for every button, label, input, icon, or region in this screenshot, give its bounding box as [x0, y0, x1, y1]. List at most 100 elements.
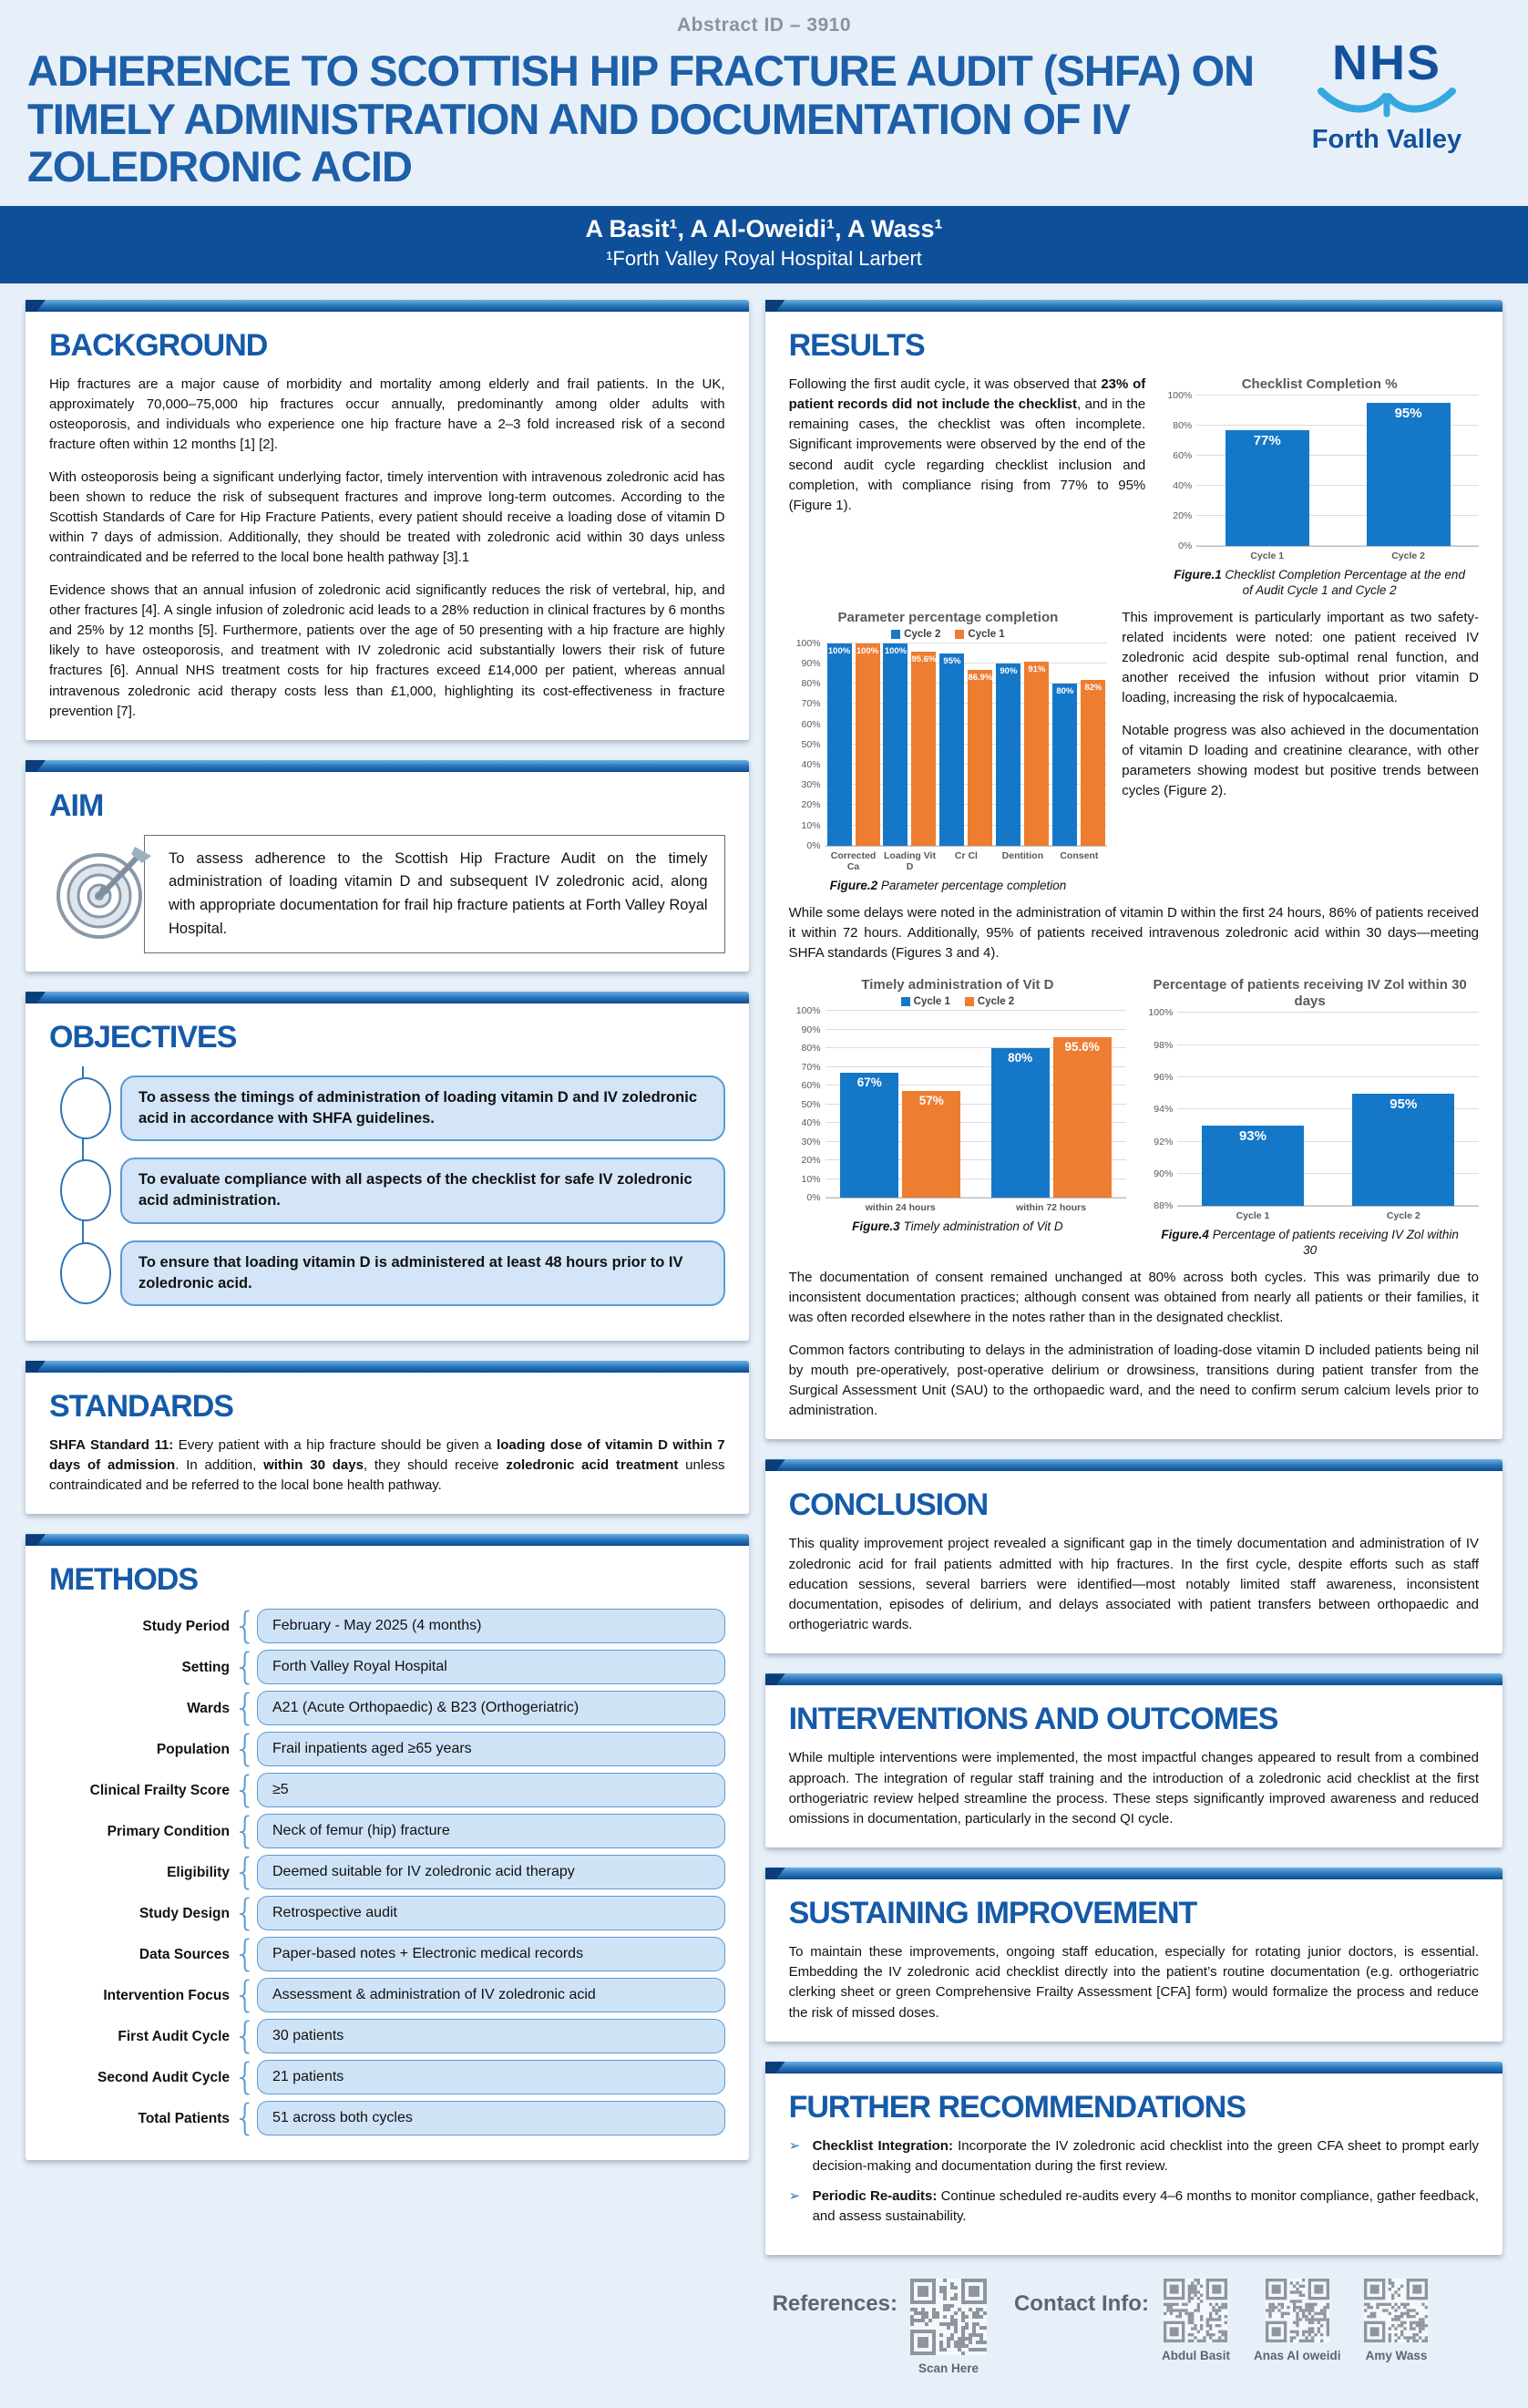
contact-qr-code: [1364, 2278, 1429, 2347]
card-top-strip: [764, 2061, 1502, 2074]
method-label: Eligibility: [167, 1864, 230, 1880]
method-label: Intervention Focus: [103, 1987, 230, 2003]
method-row: First Audit Cycle 30 patients: [49, 2019, 725, 2054]
aim-card: AIM: [26, 759, 749, 972]
bar: 57%: [902, 1091, 961, 1199]
method-row: Clinical Frailty Score ≥5: [49, 1773, 725, 1808]
methods-rows: Study Period February - May 2025 (4 month…: [49, 1609, 725, 2136]
interventions-card: INTERVENTIONS AND OUTCOMES While multipl…: [764, 1673, 1502, 1848]
bar: 67%: [840, 1072, 899, 1199]
logo-board-name: Forth Valley: [1311, 125, 1462, 154]
card-top-strip: [26, 1360, 749, 1373]
authors: A Basit¹, A Al-Oweidi¹, A Wass¹: [585, 214, 943, 242]
results-paragraph-3: Notable progress was also achieved in th…: [1122, 722, 1479, 799]
brace-icon: [233, 2102, 257, 2135]
objective-text: To ensure that loading vitamin D is admi…: [138, 1253, 683, 1291]
results-paragraph-4: While some delays were noted in the admi…: [788, 904, 1479, 962]
brace-icon: [233, 2020, 257, 2053]
bar: 80%: [990, 1048, 1050, 1199]
nhs-forth-valley-logo: NHS Forth Valley: [1300, 38, 1473, 155]
bar: 91%: [1024, 661, 1050, 846]
brace-icon: [233, 1610, 257, 1642]
method-value: Deemed suitable for IV zoledronic acid t…: [257, 1855, 725, 1890]
bar: 95.6%: [911, 652, 937, 846]
bar: 86.9%: [968, 669, 993, 846]
objective-text: To evaluate compliance with all aspects …: [138, 1171, 692, 1209]
recommendations-heading: FURTHER RECOMMENDATIONS: [788, 2089, 1246, 2125]
interventions-heading: INTERVENTIONS AND OUTCOMES: [788, 1702, 1279, 1737]
method-row: Data Sources Paper-based notes + Electron…: [49, 1937, 725, 1972]
contact-name: Amy Wass: [1365, 2348, 1428, 2362]
objectives-card: OBJECTIVES To assess the timings of admi…: [26, 992, 749, 1341]
card-top-strip: [764, 299, 1502, 312]
figure2-parameter-completion-chart: Parameter percentage completion Cycle 2 Cy…: [789, 608, 1108, 894]
sustaining-card: SUSTAINING IMPROVEMENT To maintain these…: [764, 1868, 1502, 2042]
bar: 95.6%: [1052, 1036, 1112, 1199]
background-paragraph-2: With osteoporosis being a significant un…: [49, 468, 725, 566]
method-label: Population: [156, 1741, 230, 1757]
recommendations-list: Checklist Integration: Incorporate the I…: [789, 2136, 1479, 2228]
arrow-bullet-icon: [789, 2136, 804, 2177]
brace-icon: [233, 1692, 257, 1724]
method-label: Total Patients: [138, 2110, 230, 2126]
objective-item: To evaluate compliance with all aspects …: [60, 1158, 725, 1224]
background-card: BACKGROUND Hip fractures are a major cau…: [26, 299, 749, 740]
figure3-vitd-timing-chart: Timely administration of Vit D Cycle 1 Cyc…: [789, 975, 1127, 1235]
brace-icon: [233, 1815, 257, 1847]
objectives-heading: OBJECTIVES: [49, 1020, 237, 1055]
legend-swatch: [891, 629, 901, 639]
method-label: Study Design: [138, 1905, 230, 1921]
results-heading: RESULTS: [788, 327, 926, 363]
brace-icon: [233, 1651, 257, 1683]
contact-qr-code: [1164, 2278, 1228, 2347]
figure-caption: Figure.4 Percentage of patients receivin…: [1161, 1228, 1459, 1258]
legend-swatch: [900, 997, 910, 1007]
method-label: Study Period: [142, 1618, 230, 1634]
contact-group: Contact Info: Abdul Basit Anas Al oweidi A…: [1014, 2278, 1429, 2362]
card-top-strip: [26, 759, 749, 772]
bar: 82%: [1081, 679, 1106, 846]
recommendation-text: Periodic Re-audits: Continue scheduled r…: [812, 2187, 1479, 2225]
poster-title: ADHERENCE TO SCOTTISH HIP FRACTURE AUDIT…: [27, 46, 1255, 191]
conclusion-heading: CONCLUSION: [788, 1487, 990, 1523]
method-label: Second Audit Cycle: [97, 2069, 230, 2085]
card-top-strip: [26, 992, 749, 1004]
figure4-ivzol-30days-chart: Percentage of patients receiving IV Zol …: [1141, 975, 1479, 1259]
method-row: Study Period February - May 2025 (4 month…: [49, 1609, 725, 1644]
contact-qr-code: [1265, 2278, 1329, 2347]
header: Abstract ID – 3910 ADHERENCE TO SCOTTISH…: [0, 0, 1528, 206]
background-paragraph-3: Evidence shows that an annual infusion o…: [49, 581, 725, 719]
brace-icon: [233, 1856, 257, 1888]
legend-swatch: [955, 629, 965, 639]
brace-icon: [233, 1938, 257, 1971]
method-value: Frail inpatients aged ≥65 years: [257, 1732, 725, 1767]
aim-heading: AIM: [49, 787, 104, 823]
bar: 95%: [1352, 1093, 1455, 1207]
standards-card: STANDARDS SHFA Standard 11: Every patien…: [26, 1360, 749, 1515]
contact-qr-block: Amy Wass: [1364, 2278, 1429, 2362]
objective-node-icon: [60, 1241, 111, 1304]
method-row: Intervention Focus Assessment & administr…: [49, 1978, 725, 2013]
target-icon: [49, 845, 159, 944]
card-top-strip: [764, 1673, 1502, 1686]
references-group: References: Scan Here: [773, 2278, 987, 2375]
legend-swatch: [964, 997, 974, 1007]
chart-title: Timely administration of Vit D: [861, 977, 1054, 993]
chart-legend: Cycle 2 Cycle 1: [789, 629, 1108, 640]
method-row: Wards A21 (Acute Orthopaedic) & B23 (Orth…: [49, 1691, 725, 1726]
objectives-list: To assess the timings of administration …: [49, 1066, 725, 1306]
method-row: Setting Forth Valley Royal Hospital: [49, 1650, 725, 1685]
card-top-strip: [26, 1534, 749, 1547]
right-column: RESULTS Following the first audit cycle,…: [764, 299, 1502, 2384]
card-top-strip: [26, 299, 749, 312]
bar: 100%: [855, 643, 880, 846]
results-paragraph-5: The documentation of consent remained un…: [788, 1270, 1479, 1326]
results-card: RESULTS Following the first audit cycle,…: [764, 299, 1502, 1440]
footer: References: Scan Here Contact Info: Abdu…: [765, 2275, 1502, 2384]
objective-item: To ensure that loading vitamin D is admi…: [60, 1240, 725, 1306]
nhs-logo-text: NHS: [1331, 36, 1441, 90]
method-label: Primary Condition: [107, 1823, 230, 1839]
card-top-strip: [764, 1459, 1502, 1472]
results-paragraph-6: Common factors contributing to delays in…: [788, 1342, 1479, 1419]
method-value: Forth Valley Royal Hospital: [257, 1650, 725, 1685]
